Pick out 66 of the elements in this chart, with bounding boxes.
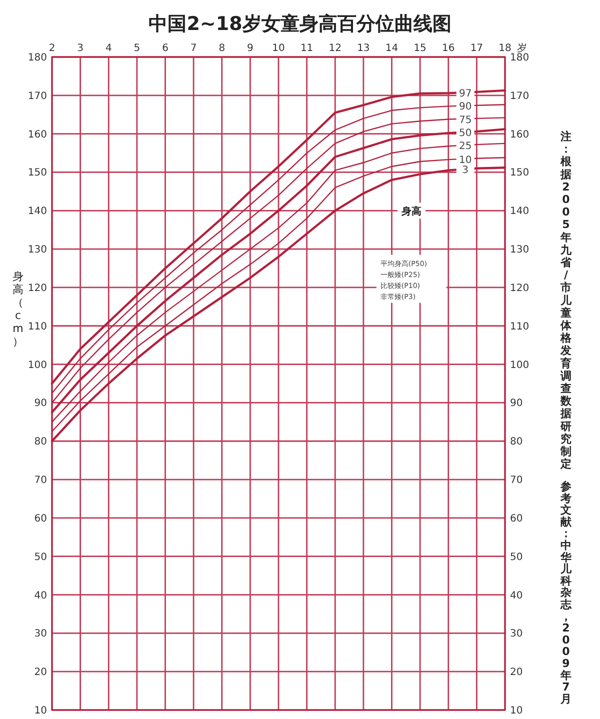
y-tick-label: 130 — [28, 244, 47, 256]
y-tick-label: 20 — [34, 667, 47, 678]
y-tick-label: 100 — [28, 360, 47, 371]
series-label: 97 — [458, 88, 472, 100]
y2-tick-label: 160 — [510, 129, 530, 140]
x-tick-label: 10 — [272, 43, 285, 54]
y2-tick-label: 30 — [510, 628, 523, 640]
y2-tick-label: 140 — [510, 206, 530, 218]
x-tick-label: 17 — [470, 43, 484, 54]
y2-tick-label: 70 — [510, 475, 523, 486]
y-tick-label: 170 — [28, 90, 47, 102]
x-tick-label: 14 — [385, 43, 398, 54]
y-tick-label: 90 — [34, 398, 47, 410]
text: 参考文献：中华儿科杂志，2009年7月 — [560, 480, 572, 706]
y2-tick-label: 60 — [510, 513, 523, 524]
y2-tick-label: 100 — [510, 360, 530, 371]
y2-tick-label: 120 — [510, 282, 530, 294]
x-tick-label: 7 — [190, 43, 197, 54]
y-tick-label: 70 — [34, 475, 47, 486]
series-label: 25 — [458, 141, 472, 152]
text: 注：根据2005年九省/市儿童体格发育调查数据研究制定 — [560, 130, 572, 471]
y-tick-label: 60 — [34, 513, 47, 524]
series-label: 75 — [458, 114, 472, 126]
y2-tick-label: 130 — [510, 244, 530, 256]
y2-tick-label: 20 — [510, 667, 523, 678]
series-label: 3 — [462, 165, 469, 176]
x-tick-label: 5 — [134, 43, 140, 54]
x-tick-label: 4 — [105, 43, 112, 54]
x-tick-label: 13 — [357, 43, 370, 54]
y2-tick-label: 40 — [510, 590, 523, 602]
y2-tick-label: 50 — [510, 552, 523, 563]
series-label: 90 — [458, 102, 472, 113]
series-label: 50 — [458, 128, 472, 140]
x-tick-label: 18 — [498, 43, 512, 54]
y2-tick-label: 80 — [510, 436, 523, 448]
y-tick-label: 150 — [28, 168, 47, 179]
y2-tick-label: 150 — [510, 168, 530, 179]
y-tick-label: 120 — [28, 282, 47, 294]
y2-tick-label: 110 — [510, 321, 530, 332]
y-tick-label: 160 — [28, 129, 47, 140]
x-tick-label: 12 — [328, 43, 342, 54]
x-tick-label: 11 — [300, 43, 314, 54]
x-axis-title: 岁 — [517, 42, 527, 54]
x-tick-label: 2 — [48, 43, 56, 54]
y-tick-label: 140 — [28, 206, 47, 218]
x-tick-label: 15 — [414, 43, 426, 54]
x-tick-label: 6 — [162, 43, 168, 54]
y2-tick-label: 10 — [510, 706, 523, 716]
chart-title: 中国2~18岁女童身高百分位曲线图 — [148, 13, 452, 35]
x-tick-label: 9 — [247, 43, 254, 54]
x-tick-label: 8 — [218, 43, 226, 54]
y-axis-title: 身高（cm） — [12, 270, 24, 348]
y2-tick-label: 90 — [510, 398, 523, 410]
y2-tick-label: 180 — [510, 52, 530, 64]
annotation: 身高 — [400, 206, 422, 218]
x-tick-label: 3 — [77, 43, 84, 54]
y-tick-label: 180 — [28, 52, 47, 64]
y-tick-label: 10 — [34, 706, 47, 716]
x-tick-label: 16 — [442, 43, 455, 54]
y-tick-label: 80 — [34, 436, 47, 448]
y-tick-label: 40 — [34, 590, 47, 602]
y-tick-label: 50 — [34, 552, 47, 563]
y-tick-label: 110 — [28, 321, 47, 332]
series-label: 10 — [458, 154, 472, 166]
y-tick-label: 30 — [34, 628, 47, 640]
y2-tick-label: 170 — [510, 90, 530, 102]
